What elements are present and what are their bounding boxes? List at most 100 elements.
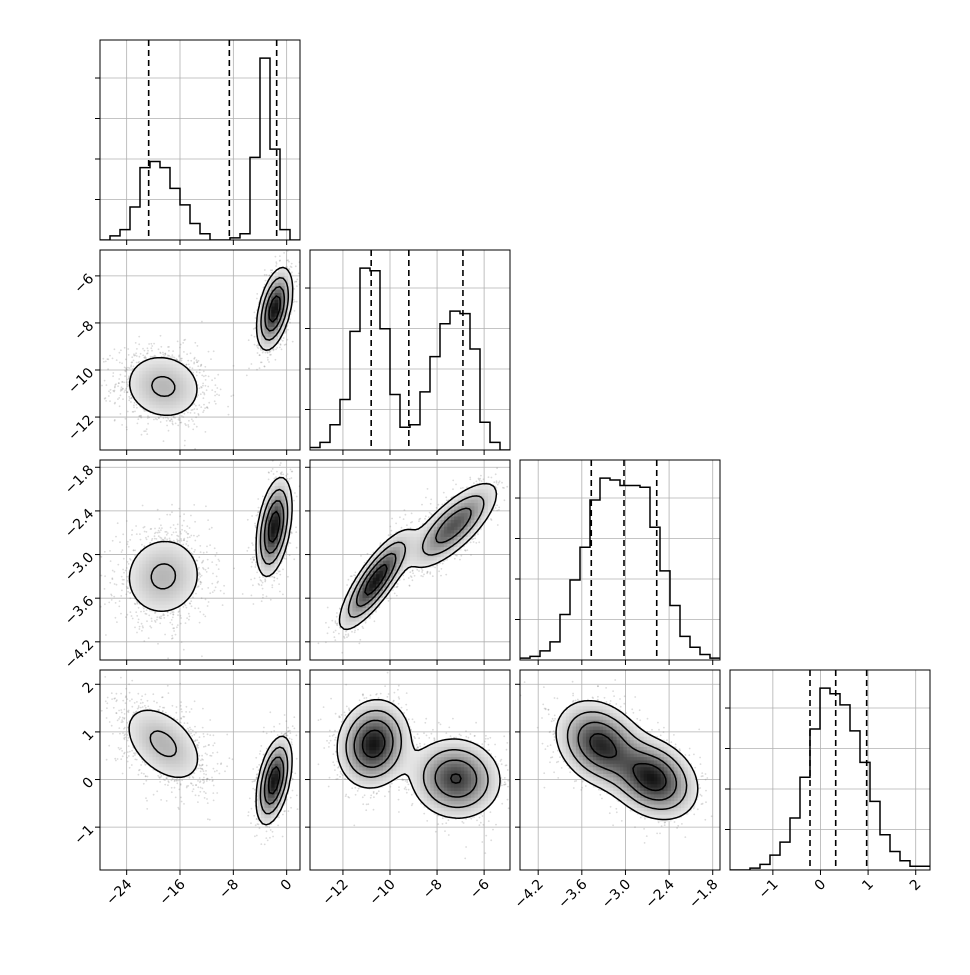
sample-point [128,563,130,565]
sample-point [171,504,173,506]
sample-point [177,614,179,616]
sample-point [121,583,123,585]
sample-point [256,298,258,300]
sample-point [172,420,174,422]
sample-point [119,600,121,602]
sample-point [287,259,289,261]
sample-point [126,381,128,383]
sample-point [136,533,138,535]
sample-point [294,310,296,312]
sample-point [199,545,201,547]
panel-frame [520,460,720,660]
sample-point [104,588,106,590]
sample-point [255,564,257,566]
sample-point [165,417,167,419]
sample-point [193,423,195,425]
sample-point [173,524,175,526]
sample-point [215,555,217,557]
sample-point [151,345,153,347]
sample-point [130,611,132,613]
sample-point [254,336,256,338]
sample-point [207,587,209,589]
sample-point [217,374,219,376]
sample-point [124,370,126,372]
sample-point [194,521,196,523]
sample-point [271,587,273,589]
sample-point [127,580,129,582]
sample-point [203,371,205,373]
sample-point [159,531,161,533]
sample-point [102,358,104,360]
sample-point [120,388,122,390]
density-cell [142,374,146,378]
sample-point [173,417,175,419]
sample-point [214,547,216,549]
sample-point [211,561,213,563]
sample-point [250,579,252,581]
sample-point [112,570,114,572]
sample-point [104,551,106,553]
sample-point [178,535,180,537]
sample-point [286,339,288,341]
sample-point [135,525,137,527]
sample-point [254,549,256,551]
sample-point [262,582,264,584]
sample-point [121,590,123,592]
density-cell [173,374,177,378]
sample-point [283,337,285,339]
sample-point [195,416,197,418]
sample-point [281,349,283,351]
sample-point [167,346,169,348]
sample-point [257,352,259,354]
sample-point [122,381,124,383]
sample-point [196,560,198,562]
sample-point [282,594,284,596]
sample-point [131,529,133,531]
sample-point [122,398,124,400]
sample-point [268,275,270,277]
sample-point [203,404,205,406]
sample-point [194,607,196,609]
sample-point [193,504,195,506]
sample-point [173,532,175,534]
sample-point [192,367,194,369]
sample-point [126,429,128,431]
sample-point [183,649,185,651]
sample-point [190,600,192,602]
sample-point [148,343,150,345]
sample-point [220,389,222,391]
histogram-step-line-1 [310,268,510,450]
sample-point [183,513,185,515]
sample-point [169,514,171,516]
sample-point [127,561,129,563]
sample-point [141,623,143,625]
sample-point [145,537,147,539]
histogram-panel-2 [515,460,720,660]
sample-point [150,343,152,345]
sample-point [290,469,292,471]
sample-point [137,622,139,624]
density-cell [288,282,292,286]
sample-point [112,540,114,542]
sample-point [171,534,173,536]
sample-point [227,406,229,408]
sample-point [109,400,111,402]
sample-point [183,520,185,522]
sample-point [154,620,156,622]
sample-point [154,535,156,537]
sample-point [125,570,127,572]
sample-point [147,423,149,425]
sample-point [200,581,202,583]
sample-point [187,533,189,535]
sample-point [112,375,114,377]
sample-point [259,577,261,579]
sample-point [209,528,211,530]
sample-point [199,573,201,575]
sample-point [111,595,113,597]
sample-point [134,555,136,557]
sample-point [194,412,196,414]
sample-point [218,568,220,570]
sample-point [211,389,213,391]
sample-point [116,359,118,361]
sample-point [160,421,162,423]
